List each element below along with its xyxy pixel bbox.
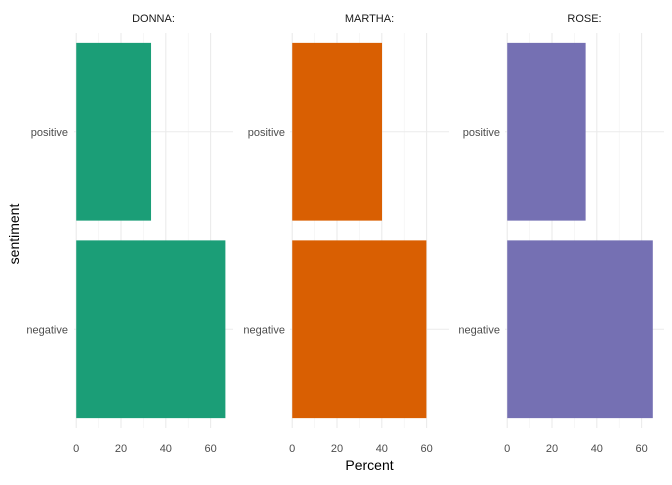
panel-rose: ROSE: positive negative 0 20 40 60: [458, 13, 664, 455]
y-tick-label: negative: [458, 324, 500, 336]
panels-layer: DONNA: positive negative 0 20 40 60 MARTHA: posi…: [26, 13, 664, 455]
x-tick-label: 60: [420, 443, 432, 455]
panel-donna: DONNA: positive negative 0 20 40 60: [26, 13, 233, 455]
x-tick-label: 20: [546, 443, 558, 455]
x-tick-label: 40: [160, 443, 172, 455]
y-tick-label: negative: [243, 324, 285, 336]
x-tick-label: 0: [504, 443, 510, 455]
bar-negative: [292, 240, 427, 419]
facet-strip-label: ROSE:: [567, 13, 601, 25]
x-tick-label: 40: [591, 443, 603, 455]
panel-martha: MARTHA: positive negative 0 20 40 60: [243, 13, 449, 455]
y-axis-title: sentiment: [6, 204, 22, 265]
bar-negative: [507, 240, 653, 419]
bar-positive: [292, 42, 383, 221]
bar-negative: [76, 240, 226, 419]
x-tick-label: 20: [115, 443, 127, 455]
bar-positive: [76, 42, 152, 221]
x-tick-label: 60: [635, 443, 647, 455]
x-tick-label: 60: [204, 443, 216, 455]
facet-strip-label: MARTHA:: [345, 13, 394, 25]
x-tick-label: 0: [73, 443, 79, 455]
facet-strip-label: DONNA:: [132, 13, 175, 25]
y-tick-label: positive: [248, 127, 285, 139]
y-tick-label: negative: [26, 324, 68, 336]
x-tick-label: 0: [289, 443, 295, 455]
y-tick-label: positive: [31, 127, 68, 139]
x-axis-title: Percent: [345, 457, 393, 473]
x-tick-label: 40: [376, 443, 388, 455]
y-tick-label: positive: [463, 127, 500, 139]
bar-positive: [507, 42, 586, 221]
x-tick-label: 20: [331, 443, 343, 455]
